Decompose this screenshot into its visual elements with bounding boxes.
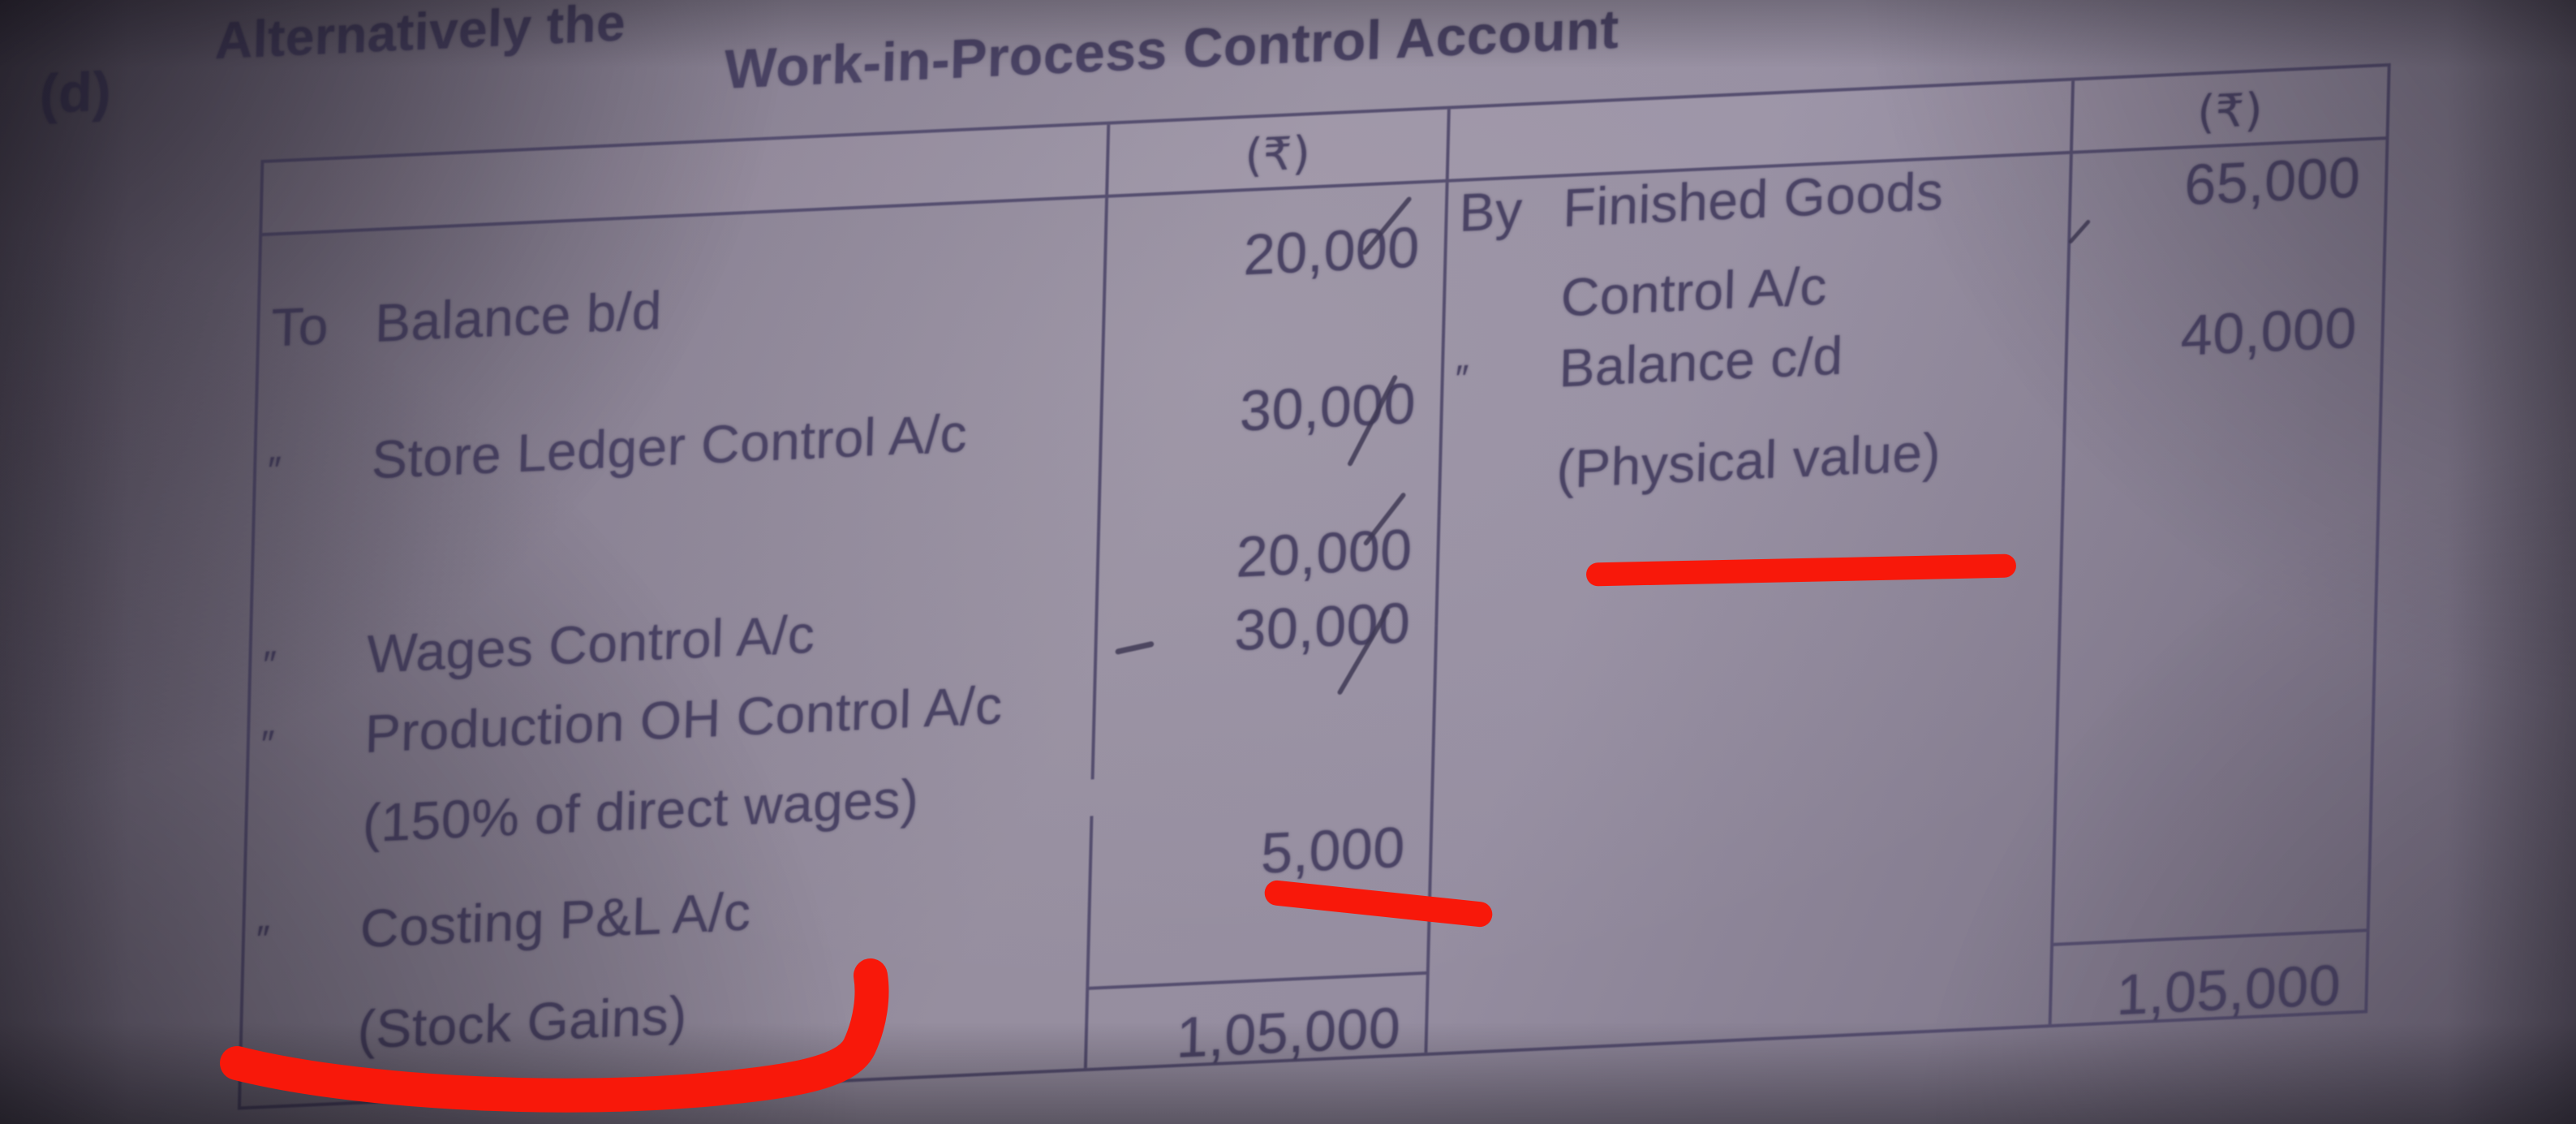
section-label: (d) — [39, 60, 113, 126]
debit-amount: 30,000 — [1097, 333, 1443, 532]
header-credit-currency: (₹) — [2069, 67, 2388, 154]
debit-prefix-ditto: ″ — [260, 721, 276, 765]
credit-amount: 65,000 — [2066, 140, 2386, 305]
red-swoosh-stock-gains — [220, 958, 889, 1113]
debit-particulars-text: Costing P&L A/c — [359, 881, 752, 959]
credit-empty-cell — [2050, 757, 2371, 944]
page-title: Work-in-Process Control Account — [724, 0, 1620, 101]
credit-row-particulars: By Finished Goods Control A/c — [1442, 153, 2070, 334]
debit-prefix-ditto: ″ — [267, 448, 282, 492]
credit-empty-cell — [1430, 597, 2059, 801]
credit-row-particulars: ″ Balance c/d (Physical value) — [1437, 304, 2066, 516]
credit-amount: 40,000 — [2061, 290, 2382, 488]
credit-particulars-text: Balance c/d — [1558, 325, 1844, 398]
credit-empty-cell — [1426, 772, 2055, 971]
credit-prefix: By — [1458, 179, 1524, 243]
debit-amount: 20,000 — [1101, 182, 1446, 349]
credit-total-amount: 1,05,000 — [2048, 928, 2367, 1027]
credit-empty-cell — [2058, 473, 2378, 598]
debit-particulars-text: Store Ledger Control A/c — [371, 402, 969, 490]
credit-empty-cell — [2054, 583, 2376, 773]
credit-particulars-note: (Physical value) — [1555, 421, 1942, 500]
debit-prefix: To — [270, 295, 329, 358]
debit-total-amount: 1,05,000 — [1083, 971, 1426, 1070]
credit-prefix-ditto: ″ — [1455, 356, 1470, 400]
clipped-top-text: Alternatively the — [214, 0, 626, 71]
debit-particulars-text: Production OH Control A/c — [363, 674, 1004, 764]
debit-particulars-text: Balance b/d — [374, 279, 663, 353]
